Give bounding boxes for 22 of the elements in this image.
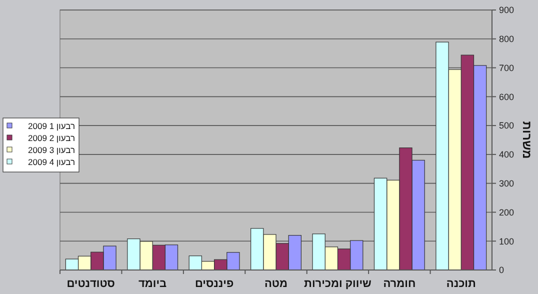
x-tick-label: סטודנטים xyxy=(66,278,116,290)
x-tick-label: ביומד xyxy=(138,278,167,290)
y-axis-title: משרות xyxy=(520,121,534,159)
legend-label: רבעון 2 2009 xyxy=(28,132,75,143)
x-tick-label: שיווק ומכירות xyxy=(304,278,372,290)
legend-label: רבעון 4 2009 xyxy=(28,156,75,167)
x-tick-label: פיננסים xyxy=(194,278,234,290)
y-tick-label: 300 xyxy=(499,178,514,188)
y-tick-label: 600 xyxy=(499,92,514,102)
x-tick-label: תוכנה xyxy=(446,278,476,290)
x-tick-label: חומרה xyxy=(383,278,416,290)
y-tick-label: 500 xyxy=(499,120,514,131)
y-tick-label: 800 xyxy=(499,34,514,44)
x-tick-label: מטה xyxy=(264,278,288,290)
y-tick-label: 100 xyxy=(499,236,514,246)
legend-label: רבעון 1 2009 xyxy=(28,120,75,131)
y-tick-label: 700 xyxy=(499,62,514,73)
y-tick-label: 0 xyxy=(499,265,504,276)
legend-label: רבעון 3 2009 xyxy=(28,144,75,155)
y-tick-label: 200 xyxy=(499,207,514,218)
y-tick-label: 400 xyxy=(499,150,514,160)
y-tick-label: 900 xyxy=(499,5,514,16)
